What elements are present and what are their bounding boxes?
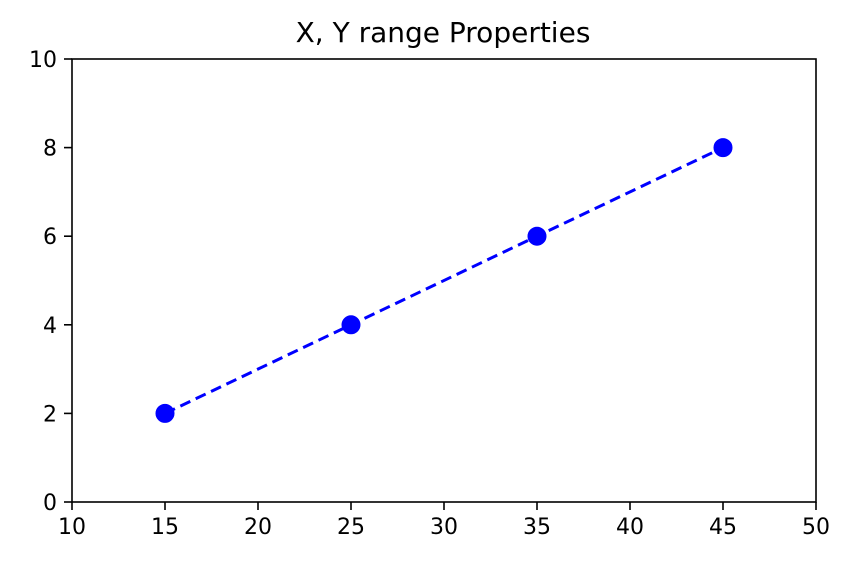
y-tick-label-4: 8 [43, 137, 57, 162]
data-point-0-1 [341, 315, 361, 335]
x-axis: 10 15 20 25 30 35 40 45 50 [58, 502, 830, 540]
y-tick-label-2: 4 [43, 314, 57, 339]
chart-title: X, Y range Properties [296, 16, 591, 49]
series-layer [164, 146, 724, 415]
x-tick-label-1: 15 [151, 515, 179, 540]
y-axis: 0 2 4 6 8 10 [29, 48, 72, 516]
x-tick-label-4: 30 [430, 515, 458, 540]
x-tick-label-3: 25 [337, 515, 365, 540]
data-point-0-2 [527, 226, 547, 246]
series-line-0 [164, 146, 724, 415]
y-tick-label-1: 2 [43, 402, 57, 427]
x-tick-label-8: 50 [802, 515, 830, 540]
x-tick-label-2: 20 [244, 515, 272, 540]
y-tick-label-5: 10 [29, 48, 57, 73]
marker-layer [155, 138, 733, 423]
y-tick-label-0: 0 [43, 491, 57, 516]
x-tick-label-7: 45 [709, 515, 737, 540]
x-tick-label-5: 35 [523, 515, 551, 540]
x-tick-label-6: 40 [616, 515, 644, 540]
data-point-0-0 [155, 403, 175, 423]
y-tick-label-3: 6 [43, 225, 57, 250]
data-point-0-3 [713, 138, 733, 158]
x-tick-label-0: 10 [58, 515, 86, 540]
